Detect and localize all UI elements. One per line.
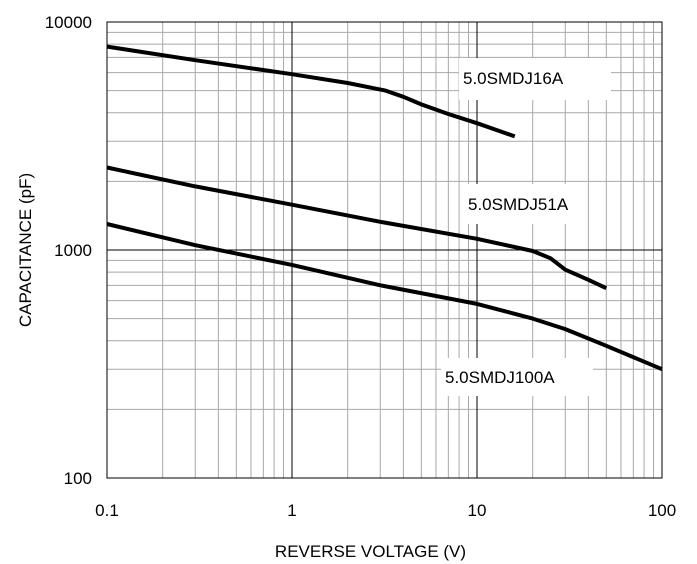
series-label-background [459,58,611,100]
x-tick-labels: 0.1 1 10 100 [95,501,676,520]
x-axis-label: REVERSE VOLTAGE (V) [275,542,466,561]
y-tick-label: 10000 [45,13,92,32]
series-line-5.0smdj100a [106,222,663,372]
series-line-5.0smdj51a [106,165,608,291]
y-tick-labels: 100 1000 10000 [45,13,92,488]
x-tick-label: 10 [468,501,487,520]
series-label-background [464,184,582,224]
x-tick-label: 0.1 [95,501,119,520]
y-tick-label: 100 [64,469,92,488]
series-lines [106,44,663,372]
x-tick-label: 100 [648,501,676,520]
plot-area-frame [106,21,663,479]
y-tick-label: 1000 [54,241,92,260]
series-line-5.0smdj16a [106,44,516,139]
y-axis-label: CAPACITANCE (pF) [16,173,35,327]
series-label: 5.0SMDJ100A [445,368,555,387]
x-tick-label: 1 [287,501,296,520]
series-label-background [441,358,593,396]
series-labels: 5.0SMDJ16A 5.0SMDJ51A 5.0SMDJ100A [441,58,611,396]
series-label: 5.0SMDJ16A [463,69,564,88]
series-label: 5.0SMDJ51A [468,195,569,214]
